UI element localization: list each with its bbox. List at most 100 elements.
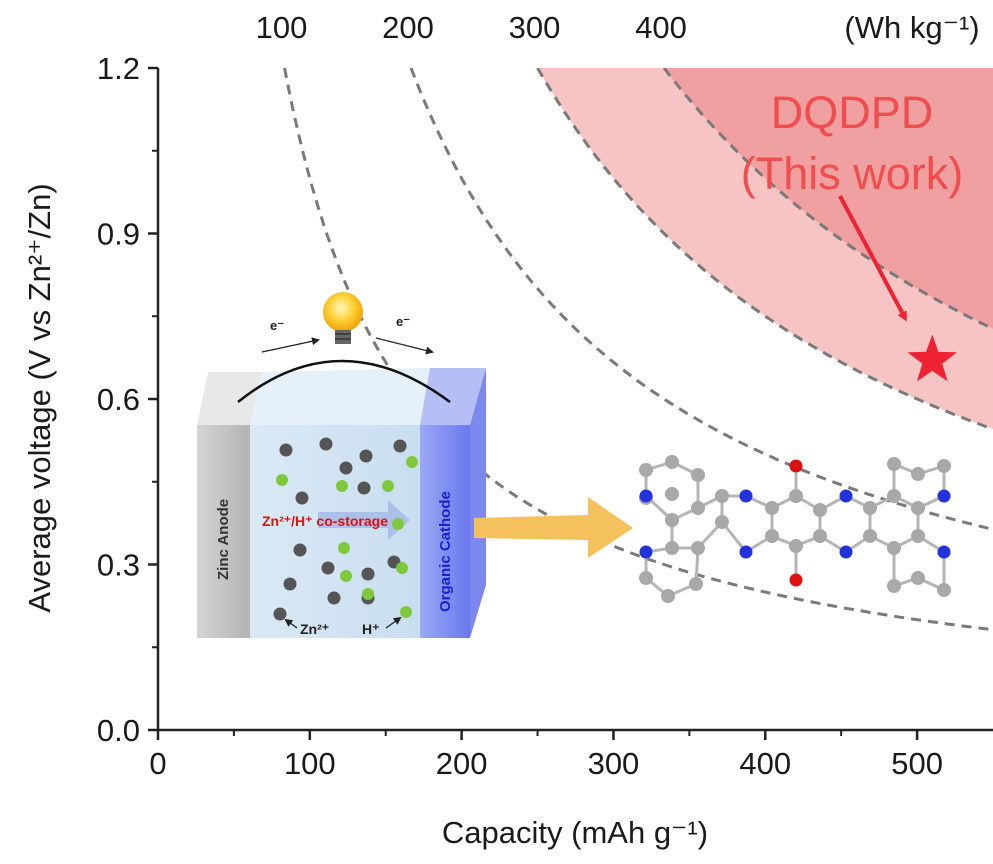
carbon-atom	[911, 467, 925, 481]
carbon-atom	[691, 468, 705, 482]
nitrogen-atom	[839, 489, 853, 503]
nitrogen-atom	[739, 545, 753, 559]
nitrogen-atom	[839, 545, 853, 559]
carbon-atom	[911, 501, 925, 515]
x-tick-label: 0	[149, 746, 166, 781]
carbon-atom	[665, 455, 679, 469]
carbon-atom	[715, 515, 729, 529]
point-sublabel: (This work)	[741, 148, 964, 199]
battery-schematic: Zinc Anode Organic Cathode e⁻ e⁻ Zn²⁺/H⁺…	[197, 292, 486, 638]
x-axis-title: Capacity (mAh g⁻¹)	[442, 815, 708, 850]
h-ion	[336, 480, 348, 492]
energy-line-300	[536, 68, 993, 431]
electrolyte-top	[250, 368, 430, 425]
h-ion	[362, 588, 374, 600]
carbon-atom	[639, 463, 653, 477]
zn-ion	[319, 437, 333, 451]
carbon-atom	[789, 489, 803, 503]
carbon-atom	[665, 513, 679, 527]
zn-ion	[273, 607, 287, 621]
carbon-atom	[639, 571, 653, 585]
x-tick-label: 500	[891, 746, 943, 781]
carbon-atom	[813, 529, 827, 543]
orange-arrow	[474, 497, 633, 558]
oxygen-atom	[789, 459, 803, 473]
costorage-label: Zn²⁺/H⁺ co-storage	[262, 513, 388, 529]
nitrogen-atom	[639, 489, 653, 503]
nitrogen-atom	[937, 545, 951, 559]
cathode-side	[470, 368, 486, 638]
y-tick-label: 0.0	[97, 713, 140, 748]
light-bulb-icon	[323, 292, 363, 344]
carbon-atom	[715, 489, 729, 503]
point-label: DQDPD	[771, 87, 934, 138]
circuit-wire	[237, 359, 451, 404]
energy-tick-labels: 100 200 300 400	[256, 10, 687, 45]
nitrogen-atom	[639, 545, 653, 559]
plot-area	[283, 68, 993, 632]
h-ion	[406, 456, 418, 468]
y-tick-label: 1.2	[97, 51, 140, 86]
carbon-atom	[765, 501, 779, 515]
y-tick-label: 0.6	[97, 382, 140, 417]
carbon-atom	[887, 457, 901, 471]
zn-ion	[339, 461, 353, 475]
energy-unit-label: (Wh kg⁻¹)	[844, 10, 979, 45]
zn-ion	[359, 449, 373, 463]
h-ion	[338, 542, 350, 554]
carbon-atom	[863, 501, 877, 515]
carbon-atom	[665, 487, 679, 501]
cathode-top	[420, 368, 486, 425]
carbon-atom	[937, 583, 951, 597]
data-point-star	[907, 334, 957, 382]
h-ion-label: H⁺	[362, 621, 380, 637]
x-tick-label: 200	[436, 746, 488, 781]
electron-arrow-left	[261, 337, 320, 353]
zn-ion	[327, 591, 341, 605]
oxygen-atom	[789, 573, 803, 587]
zn-ion	[361, 567, 375, 581]
carbon-atom	[691, 501, 705, 515]
carbon-atom	[689, 577, 703, 591]
carbon-atom	[691, 541, 705, 555]
carbon-atom	[911, 529, 925, 543]
energy-line-400	[662, 68, 993, 331]
y-tick-label: 0.3	[97, 548, 140, 583]
energy-tick-label: 100	[256, 10, 308, 45]
carbon-atom	[765, 529, 779, 543]
zn-ion	[393, 439, 407, 453]
carbon-atom	[911, 571, 925, 585]
nitrogen-atom	[937, 489, 951, 503]
energy-tick-label: 200	[382, 10, 434, 45]
h-ion	[276, 474, 288, 486]
h-ion	[396, 562, 408, 574]
callout-arrow	[838, 195, 907, 322]
zn-ion	[295, 491, 309, 505]
carbon-atom	[887, 541, 901, 555]
electron-label-left: e⁻	[270, 318, 284, 333]
zn-ion	[279, 443, 293, 457]
x-tick-label: 100	[284, 746, 336, 781]
h-ion	[382, 480, 394, 492]
electron-arrow-right	[375, 337, 434, 355]
shaded-region-400	[664, 68, 993, 329]
cathode-label: Organic Cathode	[437, 491, 454, 612]
electron-label-right: e⁻	[396, 314, 410, 329]
energy-line-200	[409, 68, 993, 531]
axes: 0 100 200 300 400 500 0.0 0.3 0.6 0.9 1.2 100 200 3…	[97, 10, 993, 781]
carbon-atom	[813, 503, 827, 517]
anode-top	[197, 372, 262, 425]
carbon-atom	[789, 539, 803, 553]
x-tick-label: 300	[588, 746, 640, 781]
energy-tick-label: 400	[635, 10, 687, 45]
y-tick-label: 0.9	[97, 217, 140, 252]
molecule-structure	[639, 455, 951, 603]
costorage-arrow	[318, 500, 410, 540]
zn-ion	[321, 561, 335, 575]
zn-ion	[283, 577, 297, 591]
energy-tick-label: 300	[509, 10, 561, 45]
carbon-atom	[661, 589, 675, 603]
carbon-atom	[665, 541, 679, 555]
ions	[273, 437, 418, 621]
carbon-atom	[937, 459, 951, 473]
